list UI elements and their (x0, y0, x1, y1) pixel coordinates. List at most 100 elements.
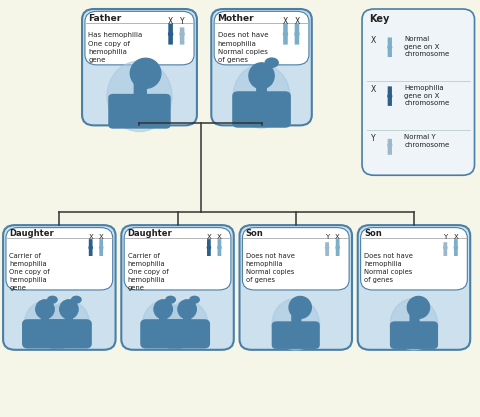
FancyBboxPatch shape (444, 248, 447, 256)
FancyBboxPatch shape (217, 239, 221, 247)
FancyBboxPatch shape (325, 242, 329, 247)
Ellipse shape (249, 63, 274, 89)
Ellipse shape (167, 301, 208, 347)
Text: X: X (99, 234, 104, 240)
FancyBboxPatch shape (211, 9, 312, 126)
Ellipse shape (24, 301, 66, 347)
Text: Son: Son (246, 229, 264, 239)
FancyBboxPatch shape (336, 239, 339, 247)
FancyBboxPatch shape (124, 228, 231, 290)
FancyBboxPatch shape (232, 91, 291, 128)
FancyBboxPatch shape (121, 225, 234, 350)
FancyBboxPatch shape (6, 228, 113, 290)
FancyBboxPatch shape (388, 86, 392, 96)
Text: Key: Key (369, 15, 390, 25)
Text: Mother: Mother (217, 14, 254, 23)
Circle shape (444, 246, 447, 249)
FancyBboxPatch shape (295, 35, 299, 45)
Circle shape (218, 246, 221, 249)
Ellipse shape (272, 299, 320, 350)
Text: X: X (168, 17, 173, 25)
Text: Normal
gene on X
chromosome: Normal gene on X chromosome (404, 36, 449, 58)
Text: X: X (206, 234, 211, 240)
FancyBboxPatch shape (214, 11, 309, 65)
FancyBboxPatch shape (217, 248, 221, 256)
FancyBboxPatch shape (358, 225, 470, 350)
Text: Does not have
hemophilia
Normal copies
of genes: Does not have hemophilia Normal copies o… (364, 253, 413, 283)
FancyBboxPatch shape (325, 248, 329, 256)
Ellipse shape (233, 65, 290, 128)
Text: Hemophilia
gene on X
chromosome: Hemophilia gene on X chromosome (404, 85, 449, 106)
Text: X: X (371, 85, 376, 94)
FancyBboxPatch shape (291, 313, 301, 325)
FancyBboxPatch shape (46, 319, 92, 349)
FancyBboxPatch shape (168, 35, 173, 45)
FancyBboxPatch shape (108, 94, 171, 129)
Circle shape (89, 246, 92, 249)
Text: Normal Y
chromosome: Normal Y chromosome (404, 134, 449, 148)
FancyBboxPatch shape (242, 228, 349, 290)
FancyBboxPatch shape (272, 321, 320, 349)
FancyBboxPatch shape (85, 11, 194, 65)
Circle shape (99, 246, 103, 249)
FancyBboxPatch shape (22, 319, 68, 349)
FancyBboxPatch shape (283, 23, 288, 34)
FancyBboxPatch shape (388, 146, 392, 155)
Ellipse shape (408, 296, 430, 318)
FancyBboxPatch shape (183, 314, 192, 325)
Circle shape (180, 32, 184, 36)
Text: Does not have
hemophilia
Normal copies
of genes: Does not have hemophilia Normal copies o… (217, 32, 268, 63)
Ellipse shape (154, 300, 172, 319)
FancyBboxPatch shape (390, 321, 438, 349)
Ellipse shape (36, 300, 54, 319)
Circle shape (454, 246, 457, 249)
FancyBboxPatch shape (89, 239, 93, 247)
Text: Y: Y (325, 234, 329, 240)
FancyBboxPatch shape (65, 314, 73, 325)
FancyBboxPatch shape (336, 248, 339, 256)
Ellipse shape (166, 296, 175, 303)
FancyBboxPatch shape (89, 248, 93, 256)
Ellipse shape (48, 301, 90, 347)
FancyBboxPatch shape (99, 239, 103, 247)
FancyBboxPatch shape (454, 239, 458, 247)
Text: Carrier of
hemophilia
One copy of
hemophilia
gene: Carrier of hemophilia One copy of hemoph… (128, 253, 168, 291)
Text: Father: Father (88, 14, 121, 23)
FancyBboxPatch shape (3, 225, 116, 350)
Circle shape (388, 95, 392, 98)
Text: Does not have
hemophilia
Normal copies
of genes: Does not have hemophilia Normal copies o… (246, 253, 295, 283)
FancyBboxPatch shape (256, 83, 267, 97)
FancyBboxPatch shape (133, 81, 147, 97)
FancyBboxPatch shape (409, 313, 420, 325)
Text: X: X (371, 36, 376, 45)
Ellipse shape (131, 58, 161, 88)
Text: X: X (454, 234, 458, 240)
Ellipse shape (60, 300, 78, 319)
FancyBboxPatch shape (140, 319, 186, 349)
Circle shape (295, 32, 299, 36)
Text: Has hemophilia
One copy of
hemophilia
gene: Has hemophilia One copy of hemophilia ge… (88, 32, 143, 63)
FancyBboxPatch shape (388, 48, 392, 57)
FancyBboxPatch shape (362, 9, 475, 175)
Circle shape (207, 246, 211, 249)
Circle shape (388, 45, 392, 49)
FancyBboxPatch shape (388, 139, 392, 145)
FancyBboxPatch shape (207, 248, 211, 256)
FancyBboxPatch shape (444, 242, 447, 247)
FancyBboxPatch shape (388, 38, 392, 47)
FancyBboxPatch shape (82, 9, 197, 126)
FancyBboxPatch shape (180, 28, 184, 34)
FancyBboxPatch shape (168, 23, 173, 34)
Text: Daughter: Daughter (128, 229, 172, 239)
Text: X: X (335, 234, 340, 240)
Text: Daughter: Daughter (9, 229, 54, 239)
Text: Y: Y (180, 17, 184, 25)
FancyBboxPatch shape (164, 319, 210, 349)
FancyBboxPatch shape (240, 225, 352, 350)
Ellipse shape (48, 296, 57, 303)
Ellipse shape (72, 296, 81, 303)
Text: X: X (217, 234, 222, 240)
Text: X: X (294, 17, 300, 25)
FancyBboxPatch shape (180, 35, 184, 45)
Ellipse shape (289, 296, 312, 318)
